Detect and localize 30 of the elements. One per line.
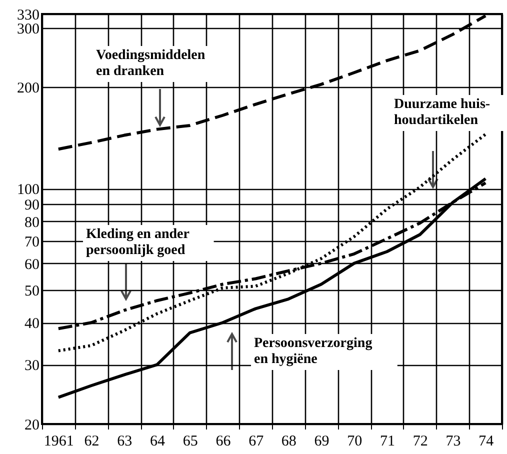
x-tick-label: 68: [281, 434, 296, 450]
y-tick-label: 200: [17, 80, 40, 97]
x-tick-label: 71: [380, 434, 395, 450]
y-tick-label: 60: [24, 256, 40, 273]
x-tick-label: 70: [347, 434, 362, 450]
y-tick-label: 300: [17, 21, 40, 38]
y-tick-label: 90: [24, 198, 40, 214]
text: Voedingsmiddelen en dranken: [96, 48, 206, 79]
y-tick-label: 100: [17, 182, 40, 198]
y-tick-label: 40: [24, 316, 40, 332]
x-tick-label: 66: [216, 434, 232, 450]
x-tick-label: 74: [478, 434, 494, 450]
x-tick-label: 63: [117, 434, 132, 450]
x-tick-label: 62: [84, 434, 100, 450]
y-tick-label: 70: [24, 234, 40, 250]
x-tick-label: 73: [446, 434, 461, 450]
x-tick-label: 69: [314, 434, 330, 450]
y-tick-label: 80: [24, 214, 40, 231]
x-tick-label: 72: [412, 434, 428, 450]
y-tick-label: 30: [24, 358, 40, 374]
x-tick-label: 1961: [44, 434, 74, 450]
y-tick-label: 20: [24, 418, 40, 434]
x-tick-label: 64: [150, 434, 166, 450]
legend-label: Persoonsverzorging en hygiëne: [254, 336, 372, 367]
text: Kleding en ander persoonlijk goed: [86, 227, 190, 258]
y-tick-label: 330: [17, 8, 40, 24]
series-label: Duurzame huis- houdartikelen: [394, 97, 490, 128]
x-tick-label: 67: [248, 434, 264, 450]
y-tick-label: 50: [24, 283, 40, 300]
x-tick-label: 65: [182, 434, 198, 450]
